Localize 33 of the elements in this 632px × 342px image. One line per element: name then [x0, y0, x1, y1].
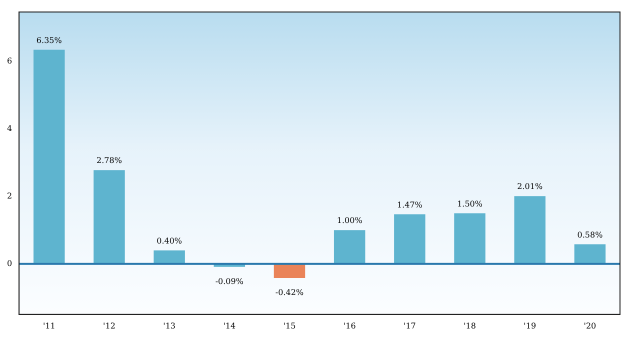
- x-tick-label: '20: [584, 321, 596, 330]
- data-label: 1.00%: [336, 216, 363, 226]
- data-label: -0.09%: [215, 276, 244, 286]
- x-tick-label: '12: [103, 321, 116, 330]
- data-label: 1.47%: [396, 200, 423, 210]
- x-tick-label: '13: [163, 321, 176, 330]
- x-tick-label: '16: [343, 321, 356, 330]
- bar: [574, 244, 606, 264]
- y-tick-label: 0: [6, 258, 12, 268]
- data-label: 0.58%: [577, 230, 604, 240]
- y-tick-label: 6: [6, 56, 12, 66]
- bar: [274, 264, 306, 278]
- bar: [94, 170, 125, 264]
- data-label: 2.78%: [96, 156, 122, 166]
- x-tick-label: '15: [283, 321, 296, 330]
- y-tick-label: 2: [6, 191, 12, 200]
- data-label: 2.01%: [517, 182, 543, 192]
- bar: [454, 213, 486, 264]
- bar: [394, 214, 426, 264]
- x-tick-label: '11: [42, 321, 56, 330]
- y-tick-label: 4: [6, 124, 12, 134]
- x-tick-label: '18: [464, 321, 476, 330]
- data-label: 1.50%: [457, 199, 483, 208]
- data-label: 0.40%: [156, 236, 182, 246]
- bar: [154, 250, 185, 264]
- x-tick-label: '14: [223, 321, 236, 330]
- data-label: -0.42%: [275, 288, 304, 298]
- x-tick-label: '19: [524, 321, 536, 330]
- bar: [334, 230, 366, 264]
- bar: [34, 50, 65, 264]
- data-label: 6.35%: [36, 36, 62, 45]
- x-tick-label: '17: [403, 321, 416, 330]
- bar: [514, 196, 546, 264]
